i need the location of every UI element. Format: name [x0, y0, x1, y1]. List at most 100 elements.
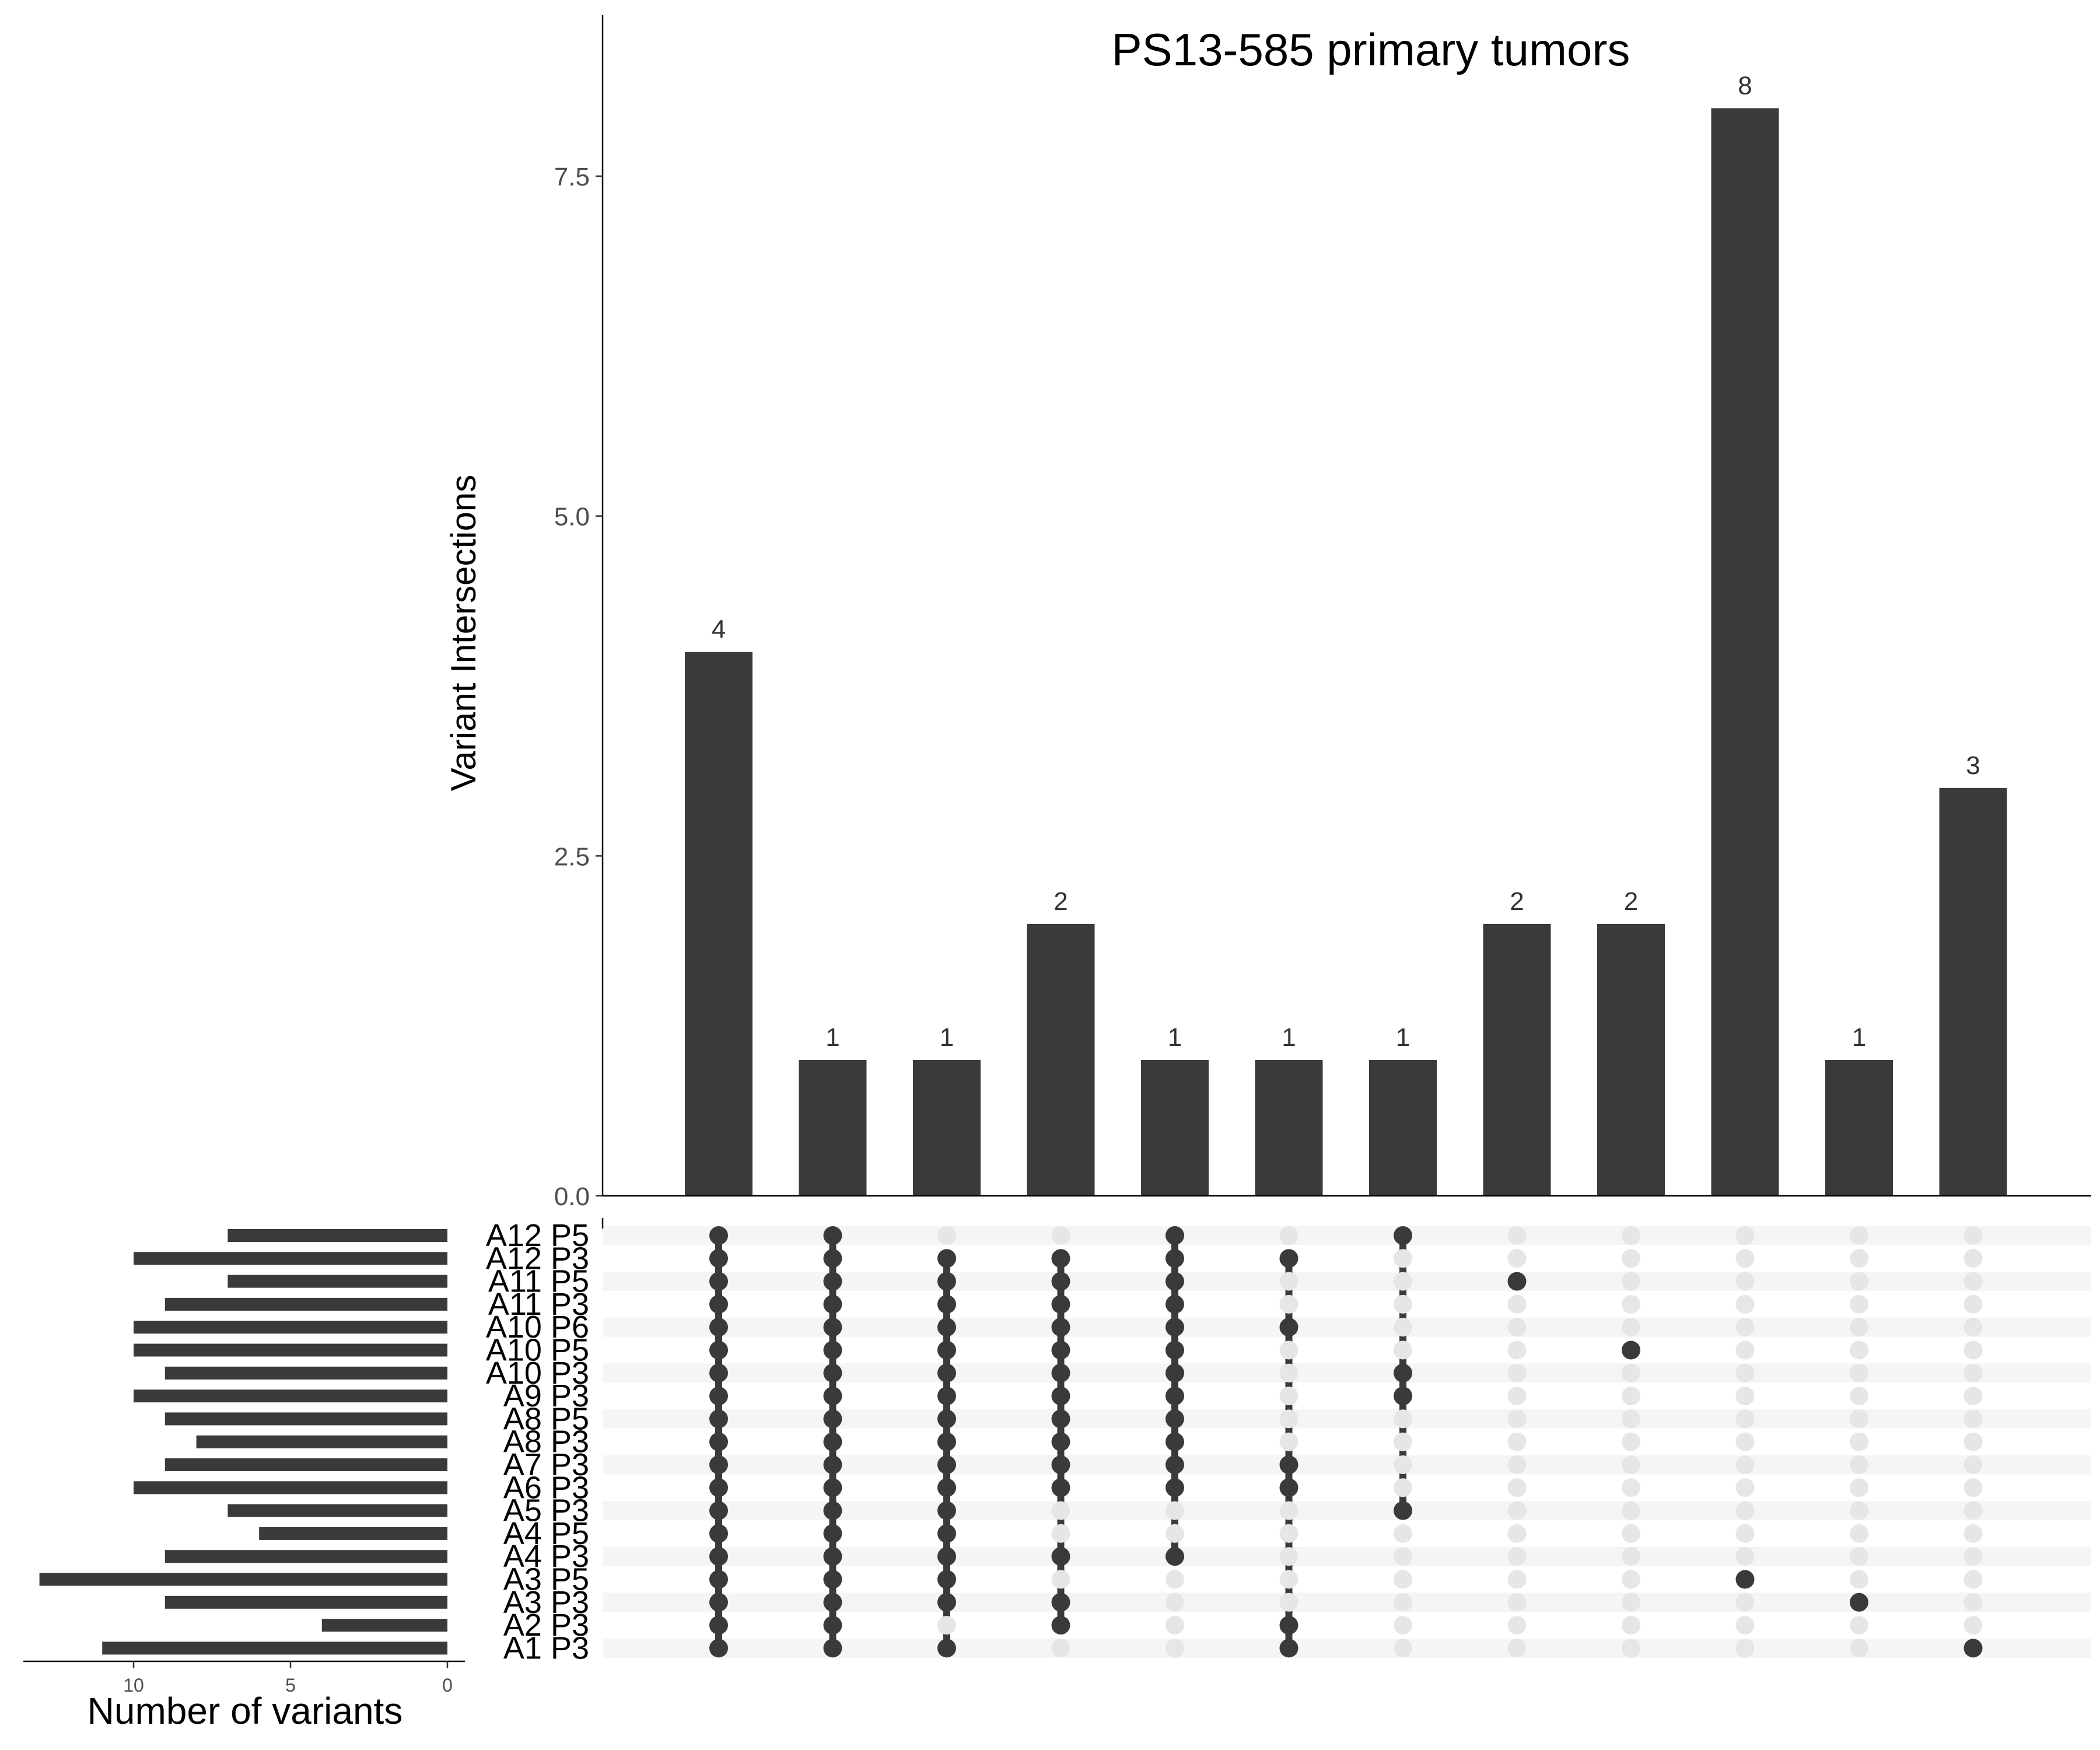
set-label: A8 P3 — [503, 1424, 589, 1460]
matrix-dot-active — [937, 1501, 956, 1520]
matrix-dot-inactive — [1507, 1387, 1527, 1406]
matrix-dot-active — [1507, 1272, 1527, 1291]
matrix-dot-inactive — [1622, 1592, 1640, 1612]
matrix-dot-active — [1051, 1318, 1070, 1337]
matrix-dot-inactive — [1051, 1639, 1070, 1658]
matrix-dot-inactive — [1850, 1318, 1868, 1337]
intersection-bar-label: 1 — [1282, 1023, 1296, 1052]
set-label: A11 P5 — [488, 1264, 589, 1299]
matrix-row-stripe — [603, 1638, 2091, 1658]
matrix-dot-active — [709, 1501, 728, 1520]
intersection-bar-label: 2 — [1624, 887, 1638, 916]
matrix-dot-inactive — [1622, 1455, 1640, 1474]
matrix-dot-active — [709, 1272, 728, 1291]
set-label: A8 P5 — [503, 1401, 589, 1436]
matrix-dot-inactive — [1964, 1318, 1983, 1337]
matrix-dot-inactive — [1964, 1616, 1983, 1635]
matrix-dot-inactive — [1735, 1340, 1755, 1360]
matrix-dot-inactive — [1507, 1226, 1527, 1245]
set-size-tick-label: 5 — [285, 1675, 296, 1696]
matrix-dot-active — [823, 1340, 842, 1360]
matrix-dot-active — [823, 1501, 842, 1520]
matrix-row-stripe — [603, 1317, 2091, 1337]
intersection-bar — [1369, 1059, 1437, 1196]
set-size-bar — [134, 1252, 447, 1265]
set-label: A9 P3 — [503, 1378, 589, 1413]
matrix-dot-inactive — [1507, 1501, 1527, 1520]
set-label: A10 P3 — [486, 1356, 589, 1391]
y-tick-label: 0.0 — [554, 1182, 590, 1211]
matrix-dot-inactive — [1394, 1340, 1412, 1360]
matrix-dot-inactive — [1622, 1363, 1640, 1382]
matrix-dot-inactive — [1735, 1387, 1755, 1406]
matrix-stripes — [603, 1226, 2091, 1658]
matrix-dot-inactive — [1964, 1272, 1983, 1291]
matrix-dot-inactive — [1394, 1249, 1412, 1268]
matrix-dot-active — [709, 1455, 728, 1474]
intersection-bar-label: 1 — [1168, 1023, 1182, 1052]
matrix-dot-active — [1051, 1547, 1070, 1566]
matrix-dot-inactive — [1166, 1501, 1184, 1520]
matrix-dot-active — [823, 1409, 842, 1429]
matrix-dot-inactive — [1507, 1524, 1527, 1543]
intersection-bar — [1711, 108, 1779, 1196]
matrix-dot-active — [1394, 1501, 1412, 1520]
set-size-bar — [164, 1550, 447, 1563]
matrix-dot-inactive — [1279, 1272, 1298, 1291]
matrix-dot-active — [1051, 1249, 1070, 1268]
matrix-dot-inactive — [1964, 1592, 1983, 1612]
matrix-dot-active — [1279, 1318, 1298, 1337]
matrix-dot-inactive — [1735, 1478, 1755, 1497]
matrix-dot-inactive — [1622, 1639, 1640, 1658]
matrix-dot-inactive — [937, 1226, 956, 1245]
matrix-dot-inactive — [1279, 1363, 1298, 1382]
y-tick-label: 5.0 — [554, 503, 590, 531]
matrix-dot-inactive — [1507, 1318, 1527, 1337]
set-size-bar — [134, 1481, 447, 1494]
set-size-bar — [102, 1642, 447, 1655]
matrix-dot-inactive — [1394, 1616, 1412, 1635]
matrix-dot-active — [823, 1592, 842, 1612]
matrix-dot-inactive — [1735, 1409, 1755, 1429]
matrix-dot-inactive — [1166, 1592, 1184, 1612]
matrix-dot-active — [823, 1616, 842, 1635]
matrix-dot-active — [1166, 1363, 1184, 1382]
set-size-bar — [228, 1275, 447, 1288]
matrix-dot-active — [709, 1639, 728, 1658]
matrix-dot-active — [937, 1432, 956, 1451]
matrix-dot-active — [1279, 1639, 1298, 1658]
intersection-bar — [1597, 923, 1665, 1196]
matrix-dot-inactive — [1507, 1363, 1527, 1382]
set-label: A12 P3 — [486, 1241, 589, 1276]
matrix-dot-inactive — [1622, 1616, 1640, 1635]
matrix-dot-active — [937, 1318, 956, 1337]
matrix-dot-active — [823, 1226, 842, 1245]
matrix-dot-active — [1964, 1639, 1983, 1658]
matrix-dot-inactive — [1735, 1455, 1755, 1474]
matrix-dot-active — [709, 1294, 728, 1314]
matrix-dot-active — [1051, 1340, 1070, 1360]
matrix-dot-inactive — [1850, 1547, 1868, 1566]
matrix-dot-inactive — [1394, 1639, 1412, 1658]
set-label: A4 P5 — [503, 1516, 589, 1551]
intersection-bar — [1825, 1059, 1893, 1196]
matrix-dot-active — [1166, 1455, 1184, 1474]
matrix-dot-inactive — [1850, 1272, 1868, 1291]
matrix-dot-inactive — [1507, 1547, 1527, 1566]
matrix-dot-active — [823, 1294, 842, 1314]
matrix-dot-active — [1166, 1249, 1184, 1268]
matrix-dot-inactive — [1394, 1524, 1412, 1543]
set-size-bar — [164, 1366, 447, 1380]
matrix-dot-active — [823, 1363, 842, 1382]
matrix-dot-inactive — [1507, 1570, 1527, 1589]
matrix-dot-inactive — [1622, 1409, 1640, 1429]
matrix-dot-active — [823, 1249, 842, 1268]
y-axis-title: Variant Intersections — [444, 475, 483, 792]
matrix-dot-inactive — [1507, 1432, 1527, 1451]
matrix-dot-active — [1051, 1592, 1070, 1612]
matrix-dot-inactive — [1507, 1455, 1527, 1474]
matrix-dot-inactive — [1051, 1226, 1070, 1245]
intersection-bar — [913, 1059, 981, 1196]
matrix-dot-active — [1051, 1294, 1070, 1314]
matrix-dot-inactive — [1279, 1340, 1298, 1360]
